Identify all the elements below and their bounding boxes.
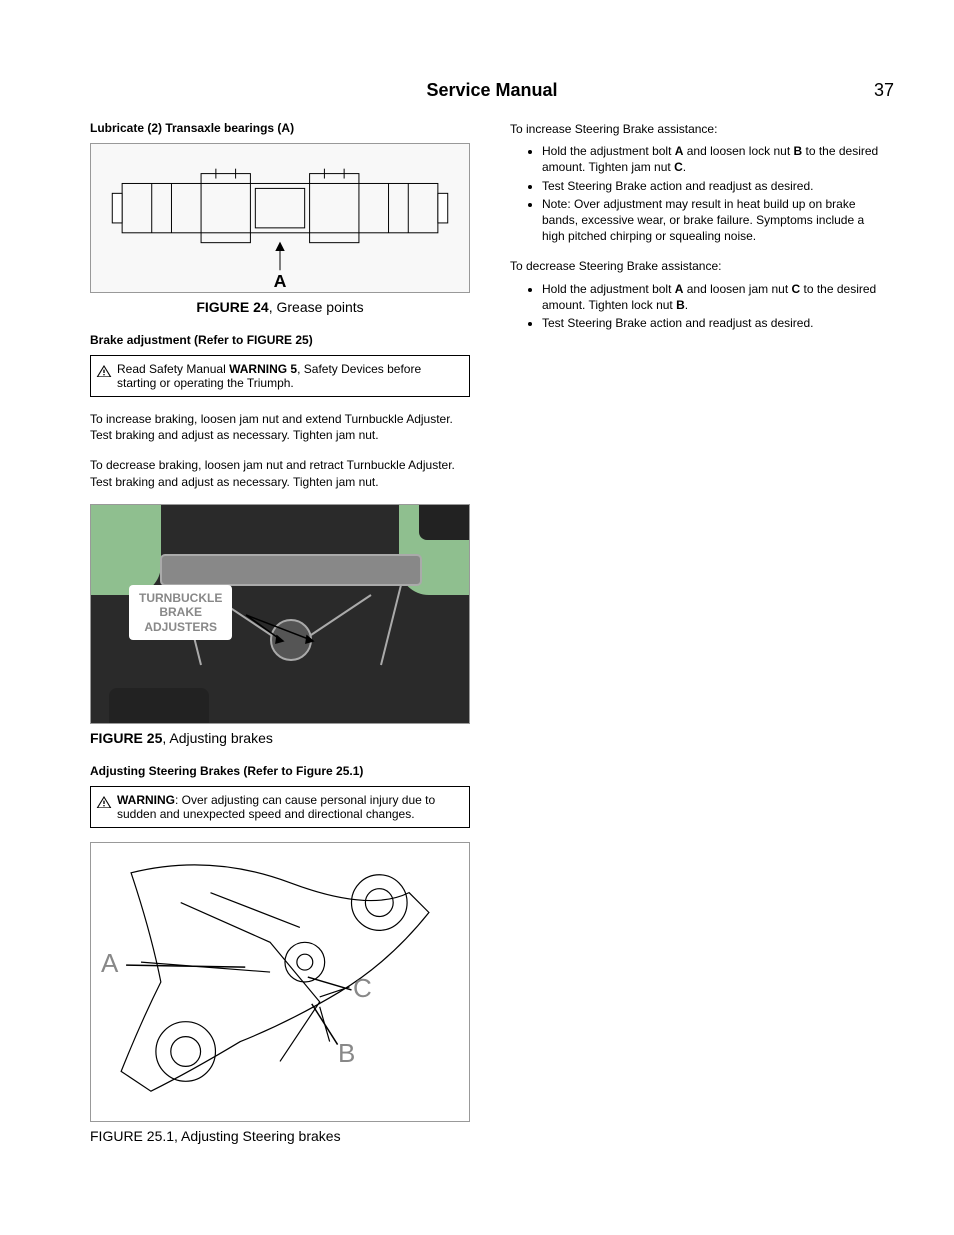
page-number: 37 <box>874 80 894 101</box>
left-column: Lubricate (2) Transaxle bearings (A) <box>90 121 470 1162</box>
figure24-label-a: A <box>274 271 287 291</box>
warning-icon <box>95 794 113 810</box>
section-brake-adjust-head: Brake adjustment (Refer to FIGURE 25) <box>90 333 470 347</box>
section-lubricate-head: Lubricate (2) Transaxle bearings (A) <box>90 121 470 135</box>
list-item: Test Steering Brake action and readjust … <box>542 315 890 331</box>
increase-bullets: Hold the adjustment bolt A and loosen lo… <box>510 143 890 244</box>
figure-25-1: A C B <box>90 842 470 1122</box>
figure-25: TURNBUCKLE BRAKE ADJUSTERS <box>90 504 470 724</box>
warning-2-text: WARNING: Over adjusting can cause person… <box>117 793 463 821</box>
figure-24-caption: FIGURE 24, Grease points <box>90 299 470 315</box>
para-decrease-braking: To decrease braking, loosen jam nut and … <box>90 457 470 489</box>
list-item: Hold the adjustment bolt A and loosen ja… <box>542 281 890 313</box>
warning-box-1: Read Safety Manual WARNING 5, Safety Dev… <box>90 355 470 397</box>
figure-24: A <box>90 143 470 293</box>
list-item: Note: Over adjustment may result in heat… <box>542 196 890 245</box>
right-column: To increase Steering Brake assistance: H… <box>510 121 890 1162</box>
section-steering-brake-head: Adjusting Steering Brakes (Refer to Figu… <box>90 764 470 778</box>
list-item: Hold the adjustment bolt A and loosen lo… <box>542 143 890 175</box>
figure25-callout-label: TURNBUCKLE BRAKE ADJUSTERS <box>129 585 232 640</box>
intro-decrease-steering: To decrease Steering Brake assistance: <box>510 258 890 274</box>
intro-increase-steering: To increase Steering Brake assistance: <box>510 121 890 137</box>
figure-25-caption: FIGURE 25, Adjusting brakes <box>90 730 470 746</box>
para-increase-braking: To increase braking, loosen jam nut and … <box>90 411 470 443</box>
warning-box-2: WARNING: Over adjusting can cause person… <box>90 786 470 828</box>
figure251-label-c: C <box>353 973 372 1004</box>
decrease-bullets: Hold the adjustment bolt A and loosen ja… <box>510 281 890 332</box>
figure251-label-a: A <box>101 948 118 979</box>
figure-25-1-caption: FIGURE 25.1, Adjusting Steering brakes <box>90 1128 470 1144</box>
warning-icon <box>95 363 113 379</box>
list-item: Test Steering Brake action and readjust … <box>542 178 890 194</box>
steering-brake-diagram <box>91 843 469 1121</box>
warning-1-text: Read Safety Manual WARNING 5, Safety Dev… <box>117 362 463 390</box>
page-title: Service Manual <box>426 80 557 101</box>
figure251-label-b: B <box>338 1038 355 1069</box>
transaxle-diagram: A <box>91 144 469 292</box>
